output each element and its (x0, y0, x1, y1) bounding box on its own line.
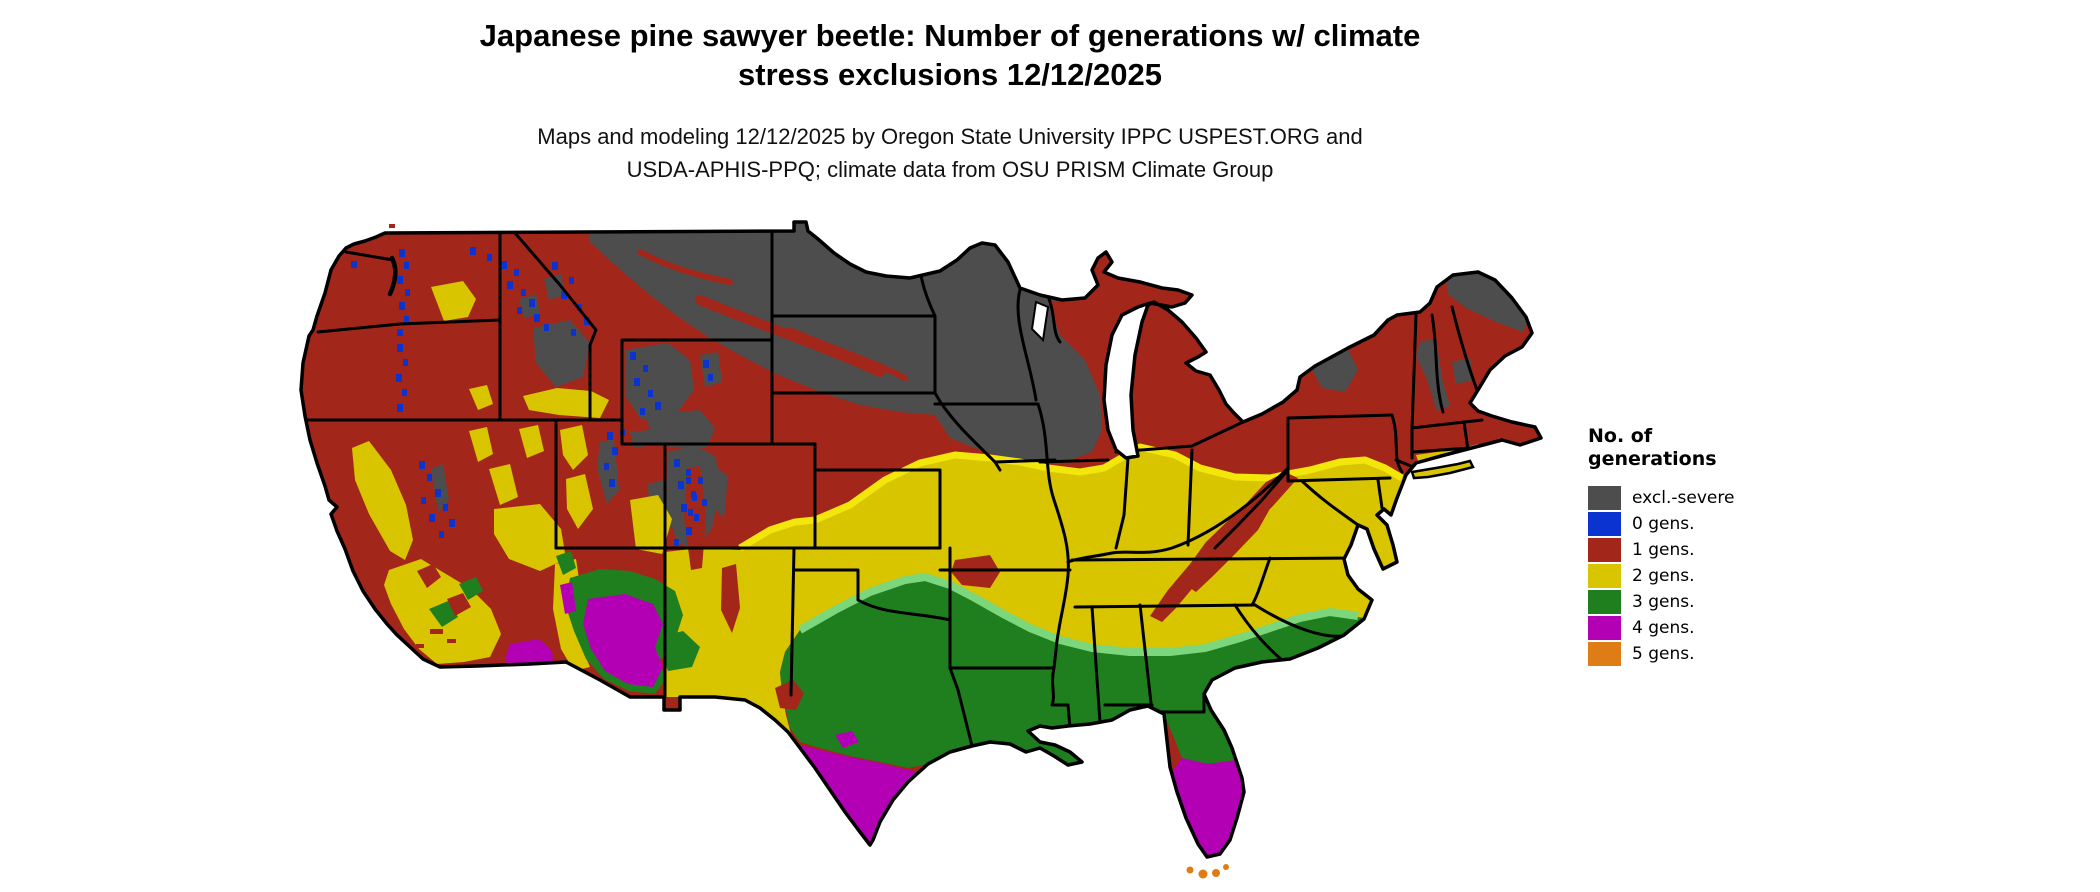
map-subtitle-line1: Maps and modeling 12/12/2025 by Oregon S… (537, 124, 1363, 149)
transition-2gens-edge (738, 443, 1404, 552)
legend-label-1gens: 1 gens. (1632, 540, 1695, 560)
legend-swatch-0gens (1588, 512, 1621, 536)
legend-item-1gens: 1 gens. (1588, 537, 1734, 563)
legend-item-3gens: 3 gens. (1588, 589, 1734, 615)
map-subtitle-line2: USDA-APHIS-PPQ; climate data from OSU PR… (626, 157, 1274, 182)
legend-title-line1: No. of (1588, 425, 1653, 447)
legend-title: No. of generations (1588, 425, 1734, 471)
green-bay (1030, 300, 1050, 343)
legend-swatch-1gens (1588, 538, 1621, 562)
legend-label-4gens: 4 gens. (1632, 618, 1695, 638)
legend-swatch-excl-severe (1588, 486, 1621, 510)
legend-swatch-3gens (1588, 590, 1621, 614)
legend-label-0gens: 0 gens. (1632, 514, 1695, 534)
us-map-figure (240, 215, 1580, 892)
legend-swatch-5gens (1588, 642, 1621, 666)
legend-label-5gens: 5 gens. (1632, 644, 1695, 664)
legend-swatch-2gens (1588, 564, 1621, 588)
us-generations-map (299, 220, 1543, 879)
legend-swatch-4gens (1588, 616, 1621, 640)
legend-item-0gens: 0 gens. (1588, 511, 1734, 537)
one-gen-river-tongues (637, 249, 908, 381)
legend-item-5gens: 5 gens. (1588, 641, 1734, 667)
map-title-line1: Japanese pine sawyer beetle: Number of g… (479, 18, 1421, 53)
state-borders (301, 231, 1484, 748)
legend-item-2gens: 2 gens. (1588, 563, 1734, 589)
map-subtitle: Maps and modeling 12/12/2025 by Oregon S… (250, 120, 1650, 186)
channel-islands (389, 224, 456, 648)
legend-title-line2: generations (1588, 448, 1717, 470)
map-title: Japanese pine sawyer beetle: Number of g… (250, 16, 1650, 94)
one-gen-overlays (417, 466, 1298, 710)
long-island (1410, 459, 1475, 480)
transition-3gens-edge (798, 573, 1359, 656)
legend-label-excl-severe: excl.-severe (1632, 488, 1735, 508)
legend-label-3gens: 3 gens. (1632, 592, 1695, 612)
legend-label-2gens: 2 gens. (1632, 566, 1695, 586)
map-title-line2: stress exclusions 12/12/2025 (738, 57, 1162, 92)
zone-5gens-keys (1186, 864, 1229, 879)
puget-sound-detail (344, 250, 398, 297)
us-outline (299, 220, 1543, 859)
legend-item-excl-severe: excl.-severe (1588, 485, 1734, 511)
legend: No. of generations excl.-severe 0 gens. … (1588, 425, 1734, 667)
legend-item-4gens: 4 gens. (1588, 615, 1734, 641)
